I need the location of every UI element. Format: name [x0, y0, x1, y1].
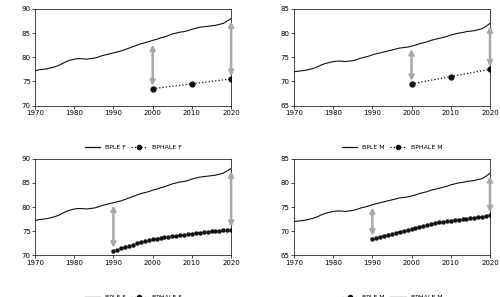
Legend: BPLE M, BPHALE M: BPLE M, BPHALE M [339, 292, 444, 297]
Legend: BPLE F, BPHALE F: BPLE F, BPHALE F [82, 292, 184, 297]
Legend: BPLE M, BPHALE M: BPLE M, BPHALE M [339, 142, 444, 153]
Legend: BPLE F, BPHALE F: BPLE F, BPHALE F [82, 142, 184, 153]
